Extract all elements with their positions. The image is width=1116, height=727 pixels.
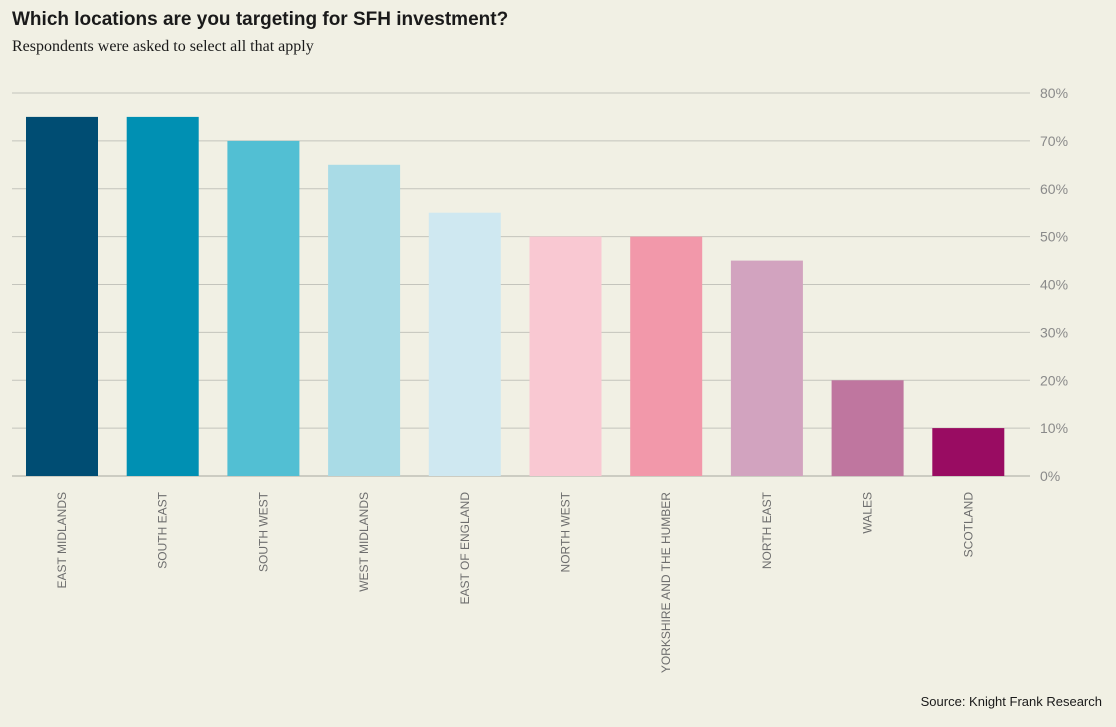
chart-title: Which locations are you targeting for SF…	[12, 9, 509, 30]
bar-north-west	[529, 236, 602, 476]
y-tick-label: 10%	[1040, 420, 1068, 436]
y-tick-label: 0%	[1040, 468, 1060, 484]
x-category-label: EAST MIDLANDS	[55, 492, 69, 588]
x-category-label: YORKSHIRE AND THE HUMBER	[659, 492, 673, 673]
x-category-label: WEST MIDLANDS	[357, 492, 371, 592]
x-category-label: WALES	[861, 492, 875, 534]
y-tick-label: 20%	[1040, 372, 1068, 388]
y-tick-label: 60%	[1040, 181, 1068, 197]
bar-yorkshire-and-the-humber	[630, 236, 703, 476]
chart-subtitle: Respondents were asked to select all tha…	[12, 38, 314, 55]
bar-east-of-england	[428, 212, 501, 476]
y-tick-label: 30%	[1040, 324, 1068, 340]
bar-wales	[831, 380, 904, 477]
bar-east-midlands	[26, 116, 98, 477]
y-tick-label: 70%	[1040, 133, 1068, 149]
x-category-label: NORTH EAST	[760, 491, 774, 569]
x-category-label: SOUTH EAST	[156, 491, 170, 568]
bars	[26, 116, 1005, 477]
bar-west-midlands	[328, 164, 401, 477]
y-tick-label: 80%	[1040, 85, 1068, 101]
x-axis-labels: EAST MIDLANDS SOUTH EAST SOUTH WEST WEST MI…	[55, 491, 975, 673]
x-category-label: NORTH WEST	[559, 491, 573, 572]
bar-north-east	[730, 260, 803, 476]
source-note: Source: Knight Frank Research	[920, 694, 1102, 709]
bar-south-east	[126, 116, 199, 477]
x-category-label: SOUTH WEST	[256, 491, 270, 572]
bar-south-west	[227, 140, 300, 476]
y-tick-label: 40%	[1040, 277, 1068, 293]
x-category-label: EAST OF ENGLAND	[458, 492, 472, 605]
y-tick-label: 50%	[1040, 229, 1068, 245]
x-category-label: SCOTLAND	[961, 492, 975, 558]
bar-scotland	[932, 428, 1005, 476]
y-axis-ticks: 0% 10% 20% 30% 40% 50% 60% 70% 80%	[1040, 85, 1068, 484]
